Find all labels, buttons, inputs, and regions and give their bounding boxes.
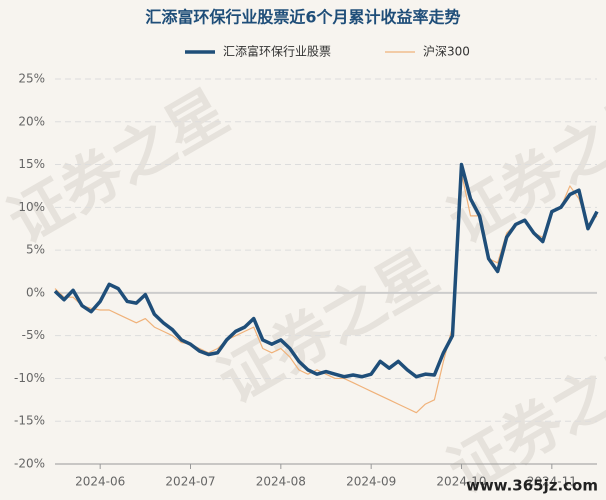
y-tick-label: 25% [18, 72, 45, 86]
y-tick-label: -20% [14, 457, 45, 471]
x-tick-label: 2024-10 [436, 475, 486, 489]
legend-label: 沪深300 [423, 45, 470, 59]
y-tick-label: 10% [18, 200, 45, 214]
series-line [54, 172, 598, 414]
y-tick-label: 0% [26, 285, 45, 299]
x-tick-label: 2024-11 [527, 475, 577, 489]
x-tick-label: 2024-06 [75, 475, 125, 489]
x-tick-label: 2024-07 [165, 475, 215, 489]
y-tick-label: -15% [14, 414, 45, 428]
y-tick-label: -5% [22, 328, 45, 342]
y-tick-label: -10% [14, 371, 45, 385]
x-tick-label: 2024-08 [256, 475, 306, 489]
x-tick-label: 2024-09 [346, 475, 396, 489]
chart-title: 汇添富环保行业股票近6个月累计收益率走势 [145, 8, 460, 27]
series-line [53, 162, 599, 379]
y-tick-label: 20% [18, 114, 45, 128]
site-watermark: www.365jz.com [466, 477, 598, 495]
y-tick-label: 15% [18, 157, 45, 171]
legend-label: 汇添富环保行业股票 [223, 44, 331, 59]
y-tick-label: 5% [26, 243, 45, 257]
